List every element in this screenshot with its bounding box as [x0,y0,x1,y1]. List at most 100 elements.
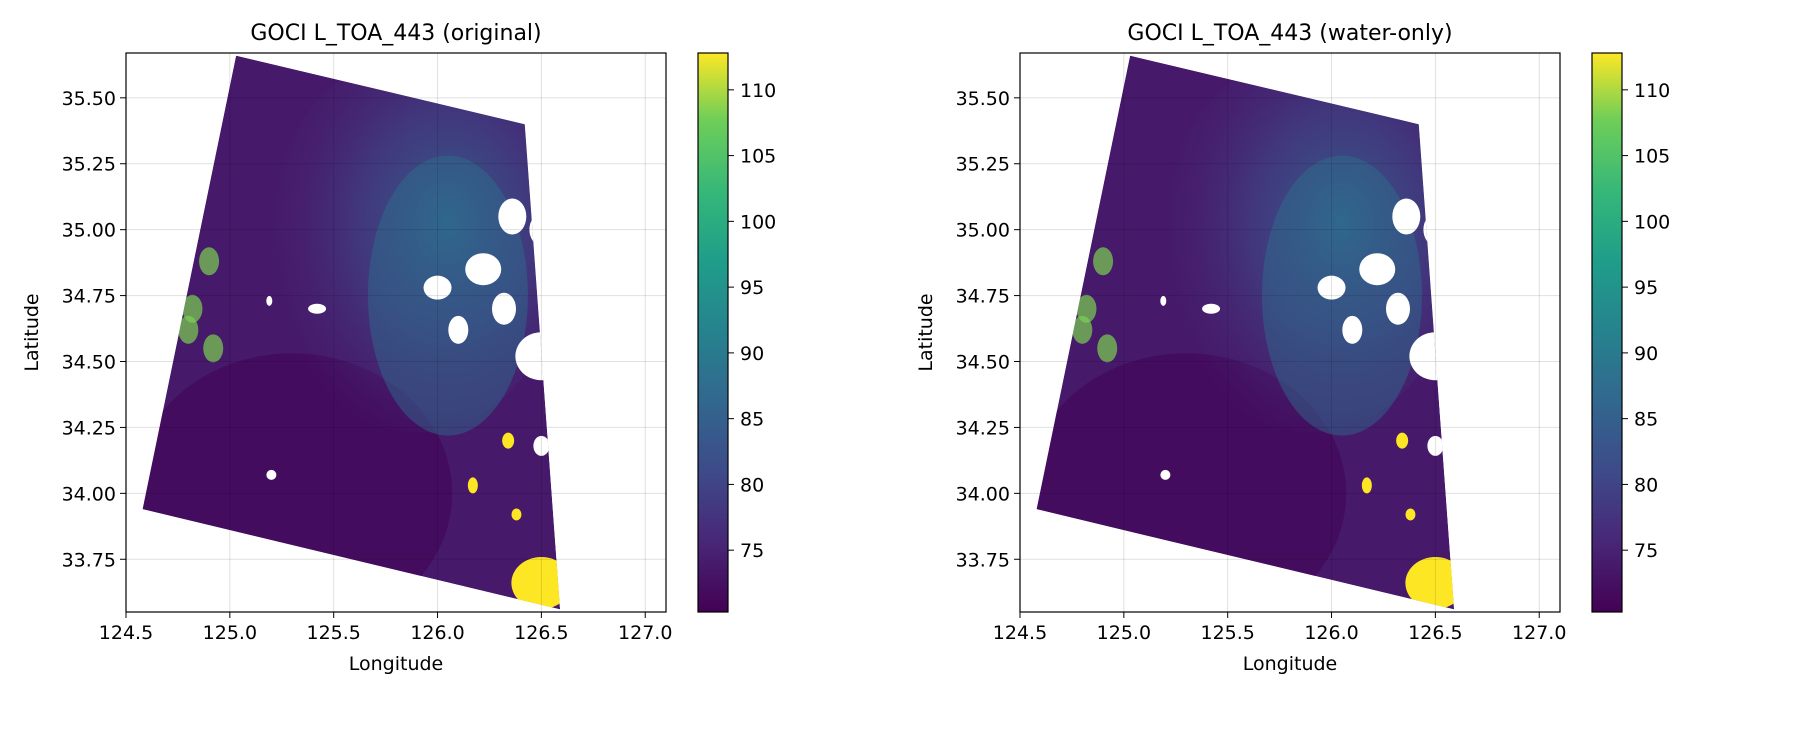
y-tick-label: 35.25 [956,154,1010,176]
y-tick-label: 35.50 [62,88,116,110]
y-tick-label: 34.25 [62,417,116,439]
colorbar: 75 80 85 90 95 100 105 110 [1591,52,1670,613]
saturated-patch [467,477,478,494]
colorbar: 75 80 85 90 95 100 105 110 [697,52,776,613]
saturated-patch [579,363,611,403]
land-mask [1452,458,1455,475]
y-tick-label: 34.75 [956,286,1010,308]
x-tick-label: 125.5 [1200,622,1254,644]
y-tick-label: 34.00 [956,483,1010,505]
saturated-patch [1405,556,1455,609]
turbid-plume [266,55,561,433]
land-mask [1160,469,1171,480]
x-tick-label: 125.0 [203,622,257,644]
x-tick-label: 125.5 [306,622,360,644]
y-tick-label: 34.75 [62,286,116,308]
chart-panel-1: 124.5 125.0 125.5 126.0 126.5 127.0 33.75 34.00… [21,21,776,675]
x-tick-label: 125.0 [1097,622,1151,644]
colorbar-tick-label: 105 [1634,146,1670,168]
y-axis-label: Latitude [21,293,43,371]
bright-patch [1097,334,1118,363]
land-mask [492,292,516,325]
colorbar-tick-label: 105 [740,146,776,168]
colorbar-tick-label: 100 [1634,211,1670,233]
colorbar-tick-label: 95 [740,277,764,299]
land-mask [1202,303,1221,314]
bright-patch [182,294,203,323]
colorbar-tick-label: 80 [1634,474,1658,496]
colorbar-gradient [1591,52,1623,613]
plot-frame [1019,52,1561,613]
y-tick-label: 34.25 [956,417,1010,439]
land-mask [1386,292,1410,325]
x-tick-label: 124.5 [993,622,1047,644]
land-mask [548,389,561,414]
turbid-plume [1160,55,1455,433]
y-tick-label: 33.75 [62,549,116,571]
saturated-patch [1405,508,1416,521]
saturated-patch [1361,477,1372,494]
bright-patch [1076,294,1097,323]
colorbar-tick-label: 85 [740,409,764,431]
y-tick-label: 35.25 [62,154,116,176]
y-tick-label: 35.00 [956,220,1010,242]
land-mask [498,198,527,235]
colorbar-tick-label: 90 [1634,343,1658,365]
colorbar-tick-label: 80 [740,474,764,496]
land-mask [533,435,550,456]
colorbar-tick-label: 75 [740,540,764,562]
colorbar-tick-label: 85 [1634,409,1658,431]
land-mask [1160,295,1167,306]
land-mask [571,399,595,419]
bright-patch [203,334,224,363]
x-axis-label: Longitude [349,653,444,675]
colorbar-tick-label: 95 [1634,277,1658,299]
land-mask [1427,435,1444,456]
land-mask [1359,253,1396,286]
colorbar-tick-label: 110 [740,80,776,102]
colorbar-tick-label: 100 [740,211,776,233]
land-mask [308,303,327,314]
chart-title: GOCI L_TOA_443 (water-only) [1127,21,1452,46]
chart-title: GOCI L_TOA_443 (original) [250,21,541,46]
x-tick-label: 126.5 [1408,622,1462,644]
x-tick-label: 124.5 [99,622,153,644]
y-tick-label: 34.00 [62,483,116,505]
x-tick-label: 126.0 [410,622,464,644]
y-tick-label: 34.50 [62,352,116,374]
saturated-patch [511,556,561,609]
land-mask [1392,198,1421,235]
x-tick-label: 127.0 [618,622,672,644]
y-tick-label: 34.50 [956,352,1010,374]
land-mask [266,295,273,306]
bright-patch [1072,315,1093,344]
x-tick-label: 126.5 [514,622,568,644]
saturated-patch [1448,389,1455,414]
land-mask [1342,315,1363,344]
y-tick-label: 33.75 [956,549,1010,571]
saturated-patch [502,432,515,449]
land-mask [423,275,452,300]
colorbar-tick-label: 90 [740,343,764,365]
y-axis-label: Latitude [915,293,937,371]
land-mask [448,315,469,344]
land-mask [266,469,277,480]
bright-patch [178,315,199,344]
plot-frame [125,52,667,613]
x-axis-label: Longitude [1243,653,1338,675]
bright-patch [1093,247,1114,276]
saturated-patch [554,389,561,414]
land-mask [1442,389,1455,414]
chart-panel-2: 124.5 125.0 125.5 126.0 126.5 127.0 33.75 34.00… [915,21,1670,675]
saturated-patch [1396,432,1409,449]
heatmap-image [1036,55,1455,610]
bright-patch [199,247,220,276]
x-tick-label: 126.0 [1304,622,1358,644]
heatmap-image [142,55,611,610]
saturated-patch [511,508,522,521]
y-tick-label: 35.50 [956,88,1010,110]
y-tick-label: 35.00 [62,220,116,242]
colorbar-tick-label: 110 [1634,80,1670,102]
land-mask [558,458,561,475]
